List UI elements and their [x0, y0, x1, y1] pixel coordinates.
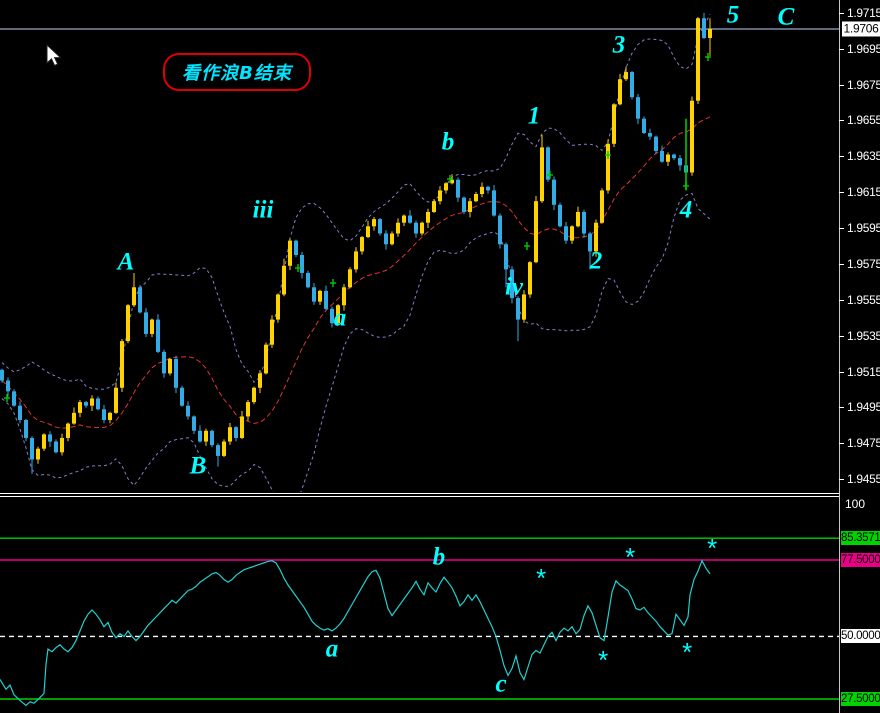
- oscillator-panel[interactable]: [0, 537, 839, 707]
- price-axis-border: [839, 0, 840, 713]
- oscillator-scale-top-label: 100: [845, 497, 866, 511]
- window-separator-line[interactable]: [0, 496, 839, 497]
- annotation-box[interactable]: 看作浪B结束: [163, 53, 311, 91]
- mouse-cursor: [46, 44, 62, 67]
- window-separator-line[interactable]: [0, 493, 839, 494]
- main-price-panel[interactable]: [0, 12, 839, 512]
- annotation-text: 看作浪B结束: [182, 63, 292, 84]
